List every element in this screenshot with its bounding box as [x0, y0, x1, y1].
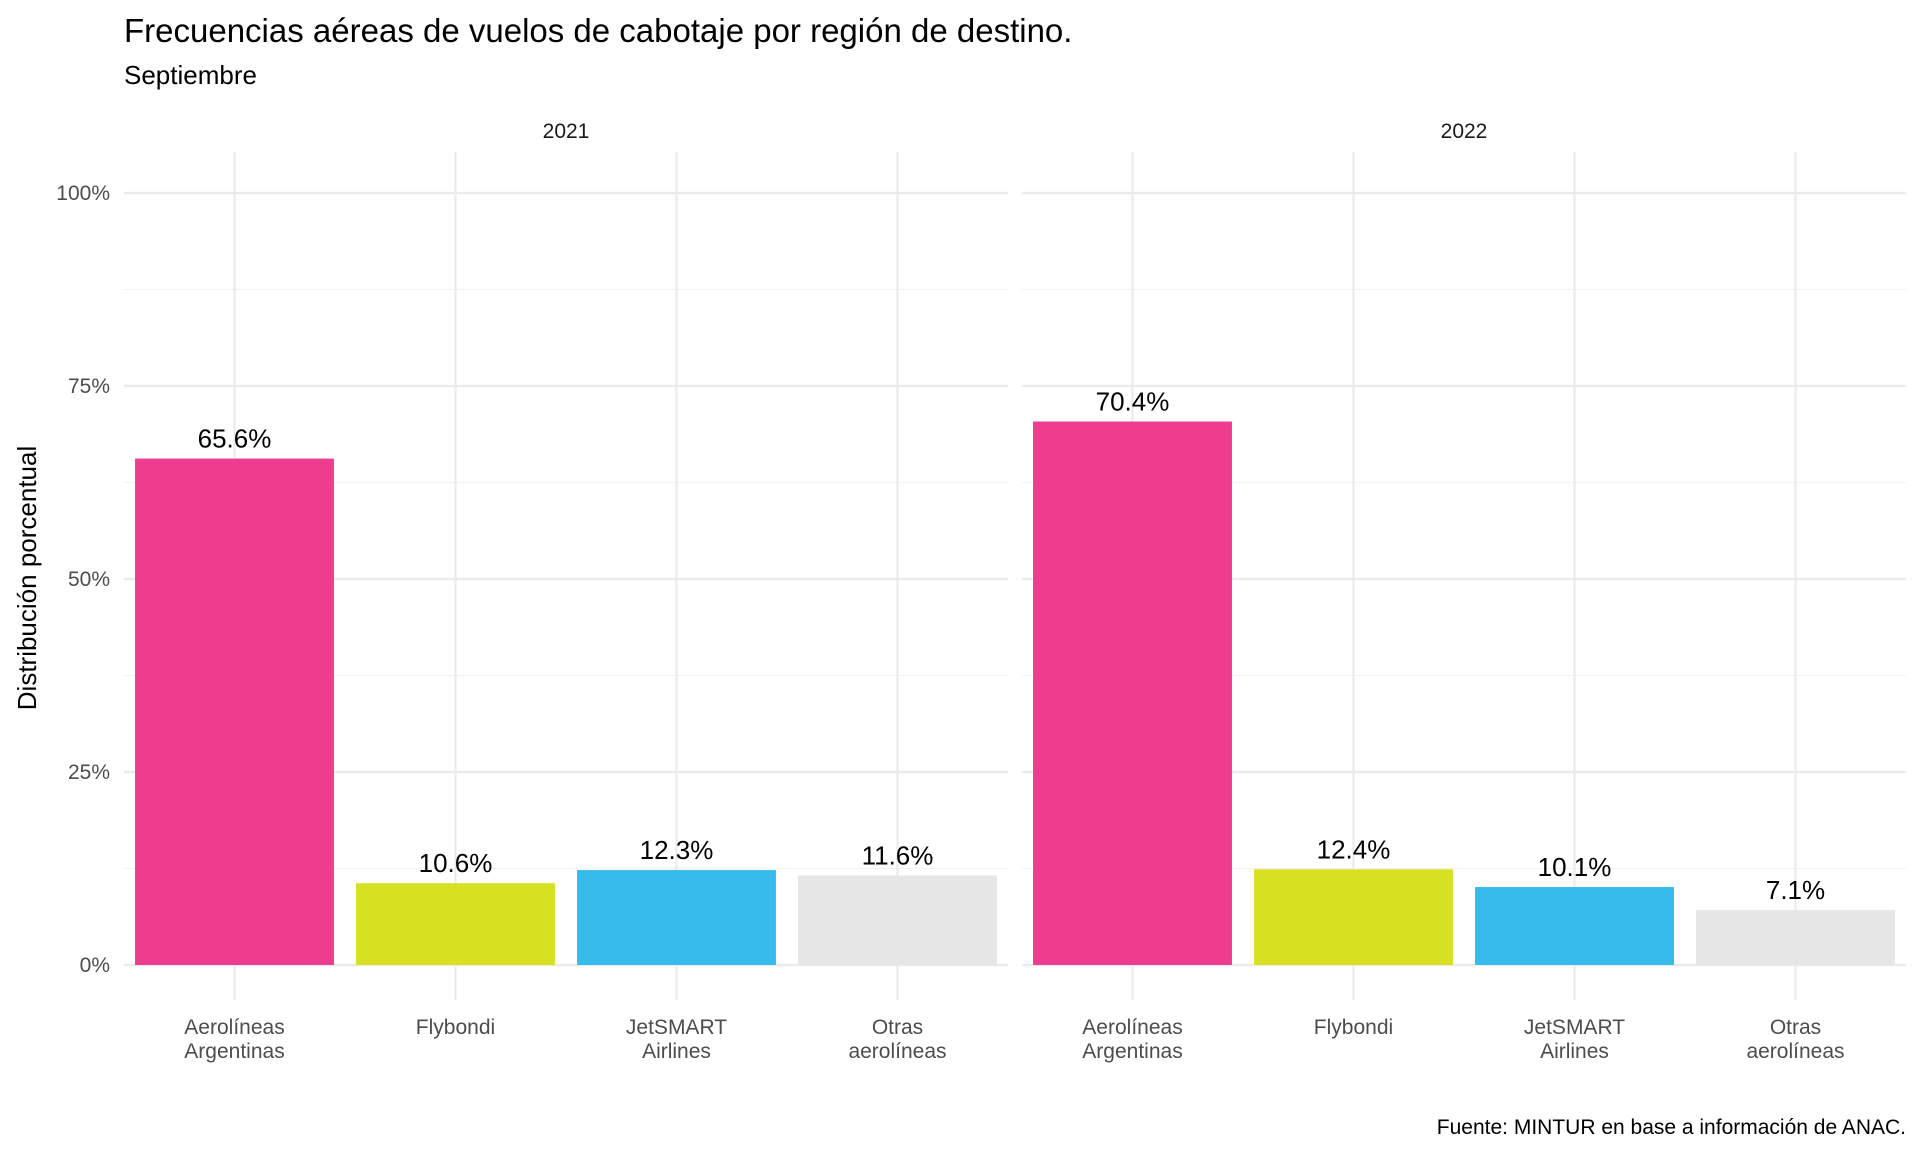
x-tick-line: JetSMART [1524, 1016, 1625, 1039]
bar [1475, 887, 1674, 965]
y-tick-label: 100% [56, 182, 110, 205]
facet-label: 2022 [1441, 120, 1488, 143]
x-tick-line: Airlines [1540, 1040, 1609, 1063]
data-label: 7.1% [1766, 875, 1825, 905]
x-tick-line: Flybondi [1314, 1016, 1393, 1039]
x-tick-line: Flybondi [416, 1016, 495, 1039]
facet-label: 2021 [543, 120, 590, 143]
x-tick-label: JetSMART Airlines [1524, 1016, 1625, 1063]
x-tick-line: Airlines [642, 1040, 711, 1063]
x-tick-line: Otras [1770, 1016, 1821, 1039]
x-tick-label: Flybondi [416, 1016, 495, 1039]
x-tick-line: Otras [872, 1016, 923, 1039]
y-tick-label: 0% [80, 954, 110, 977]
x-tick-label: Otras aerolíneas [1746, 1016, 1844, 1063]
x-tick-line: aerolíneas [848, 1040, 946, 1063]
y-tick-label: 50% [68, 568, 110, 591]
data-label: 12.4% [1317, 834, 1391, 864]
data-label: 65.6% [198, 424, 272, 454]
bar [577, 870, 776, 965]
x-tick-label: Otras aerolíneas [848, 1016, 946, 1063]
x-tick-line: Argentinas [184, 1040, 284, 1063]
chart-subtitle: Septiembre [124, 60, 257, 90]
y-tick-label: 25% [68, 761, 110, 784]
x-tick-label: Aerolíneas Argentinas [1082, 1016, 1182, 1063]
x-tick-line: JetSMART [626, 1016, 727, 1039]
x-tick-label: Aerolíneas Argentinas [184, 1016, 284, 1063]
x-tick-line: Aerolíneas [184, 1016, 284, 1039]
bar [1696, 910, 1895, 965]
bar [1033, 421, 1232, 966]
chart-caption: Fuente: MINTUR en base a información de … [1437, 1116, 1906, 1139]
data-label: 11.6% [862, 840, 934, 870]
x-tick-line: Argentinas [1082, 1040, 1182, 1063]
data-label: 10.1% [1538, 852, 1612, 882]
bar [135, 458, 334, 965]
bar [798, 875, 997, 965]
x-tick-line: Aerolíneas [1082, 1016, 1182, 1039]
facet-panel-2022: 2022 70.4% 12.4% 10.1% 7.1% Aerolíneas Argenti… [1022, 120, 1906, 1063]
y-tick-label: 75% [68, 375, 110, 398]
chart-title: Frecuencias aéreas de vuelos de cabotaje… [124, 12, 1072, 49]
x-tick-label: Flybondi [1314, 1016, 1393, 1039]
x-tick-label: JetSMART Airlines [626, 1016, 727, 1063]
x-tick-line: aerolíneas [1746, 1040, 1844, 1063]
facet-panel-2021: 2021 65.6% 10.6% 12.3% 11.6% Aerolíneas Argent… [124, 120, 1008, 1063]
bar [1254, 869, 1453, 965]
data-label: 12.3% [640, 835, 714, 865]
data-label: 10.6% [419, 848, 493, 878]
facet-panels: 0% 25% 50% 75% 100% 2021 65.6% 10.6% 12.3% 11.6% A… [56, 120, 1906, 1063]
y-axis-title: Distribución porcentual [12, 446, 42, 710]
bar [356, 883, 555, 965]
data-label: 70.4% [1096, 387, 1170, 417]
